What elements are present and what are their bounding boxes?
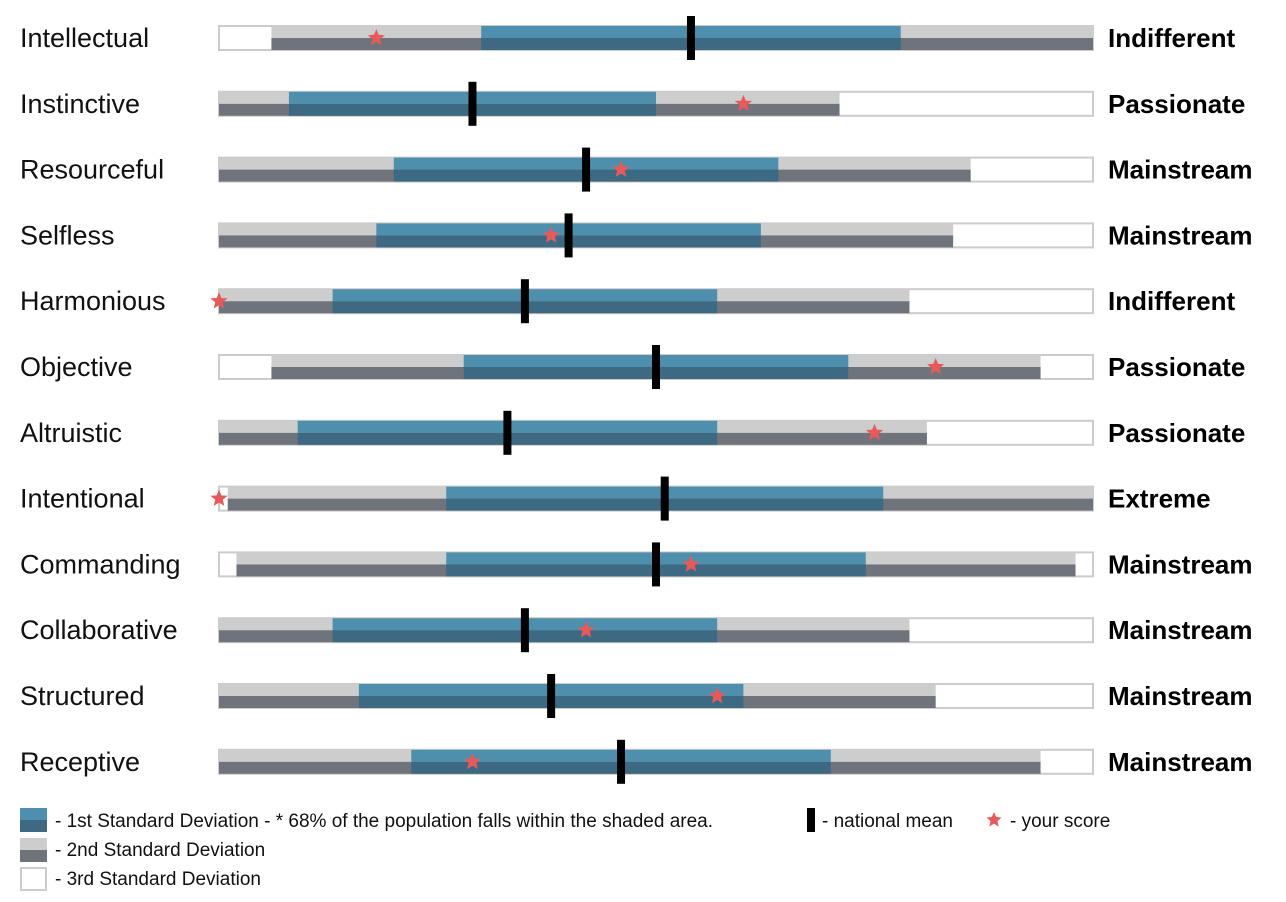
legend-sd1-swatch	[20, 808, 47, 832]
your-score-star-icon	[463, 752, 481, 770]
category-label: Mainstream	[1108, 549, 1253, 579]
legend-star-icon	[986, 812, 1002, 827]
your-score-star-icon	[210, 292, 228, 309]
trait-label: Harmonious	[20, 286, 166, 316]
legend-mean-swatch	[807, 808, 815, 832]
trait-label: Intellectual	[20, 23, 149, 53]
your-score-star-icon	[865, 423, 884, 441]
national-mean-marker	[617, 739, 626, 784]
national-mean-marker	[564, 213, 573, 258]
national-mean-marker	[547, 674, 556, 718]
chart-rows: Intellectual Indifferent Instinctive Passio…	[20, 16, 1253, 784]
trait-label: Objective	[20, 352, 133, 382]
your-score-star-icon	[612, 160, 630, 177]
chart-row: Intentional Extreme	[20, 476, 1211, 521]
chart-row: Selfless Mainstream	[20, 213, 1253, 258]
chart-row: Resourceful Mainstream	[20, 147, 1253, 192]
chart-row: Collaborative Mainstream	[20, 608, 1253, 653]
chart-row: Altruistic Passionate	[20, 410, 1245, 455]
national-mean-marker	[660, 476, 669, 521]
chart-row: Structured Mainstream	[20, 674, 1253, 718]
trait-label: Intentional	[20, 484, 145, 514]
your-score-star-icon	[927, 358, 945, 375]
legend: - 1st Standard Deviation - * 68% of the …	[20, 808, 1110, 891]
legend-sd3-label: - 3rd Standard Deviation	[55, 869, 261, 890]
category-label: Indifferent	[1108, 286, 1235, 316]
category-label: Mainstream	[1108, 615, 1253, 645]
national-mean-marker	[468, 81, 477, 126]
your-score-star-icon	[210, 489, 228, 506]
your-score-star-icon	[367, 29, 385, 46]
category-label: Passionate	[1108, 89, 1245, 119]
your-score-star-icon	[682, 555, 700, 572]
category-label: Extreme	[1108, 484, 1211, 514]
trait-label: Selfless	[20, 220, 115, 250]
trait-label: Collaborative	[20, 615, 178, 645]
chart-row: Intellectual Indifferent	[20, 16, 1235, 60]
trait-label: Structured	[20, 681, 145, 711]
your-score-star-icon	[577, 621, 595, 638]
national-mean-marker	[503, 410, 512, 455]
legend-sd1-label: - 1st Standard Deviation - * 68% of the …	[55, 811, 713, 832]
national-mean-marker	[520, 279, 529, 324]
category-label: Mainstream	[1108, 155, 1253, 185]
legend-sd2-swatch	[20, 838, 47, 862]
trait-label: Altruistic	[20, 418, 122, 448]
legend-score-label: - your score	[1010, 811, 1110, 832]
your-score-star-icon	[708, 687, 726, 704]
national-mean-marker	[686, 16, 695, 60]
category-label: Passionate	[1108, 418, 1245, 448]
chart-row: Instinctive Passionate	[20, 81, 1245, 126]
national-mean-marker	[652, 542, 660, 587]
category-label: Mainstream	[1108, 747, 1253, 777]
national-mean-marker	[582, 147, 591, 192]
your-score-star-icon	[734, 94, 752, 112]
legend-sd3-swatch	[20, 867, 47, 891]
national-mean-marker	[652, 345, 660, 389]
category-label: Passionate	[1108, 352, 1245, 382]
category-label: Mainstream	[1108, 681, 1253, 711]
trait-label: Commanding	[20, 549, 181, 579]
legend-mean-label: - national mean	[822, 811, 953, 832]
chart-row: Harmonious Indifferent	[20, 279, 1235, 324]
your-score-star-icon	[542, 226, 560, 243]
trait-label: Receptive	[20, 747, 140, 777]
category-label: Mainstream	[1108, 220, 1253, 250]
category-label: Indifferent	[1108, 23, 1235, 53]
legend-sd2-label: - 2nd Standard Deviation	[55, 840, 265, 861]
chart-row: Objective Passionate	[20, 345, 1245, 389]
chart-row: Commanding Mainstream	[20, 542, 1253, 587]
trait-label: Instinctive	[20, 89, 140, 119]
chart-row: Receptive Mainstream	[20, 739, 1253, 784]
national-mean-marker	[520, 608, 529, 653]
trait-label: Resourceful	[20, 155, 164, 185]
